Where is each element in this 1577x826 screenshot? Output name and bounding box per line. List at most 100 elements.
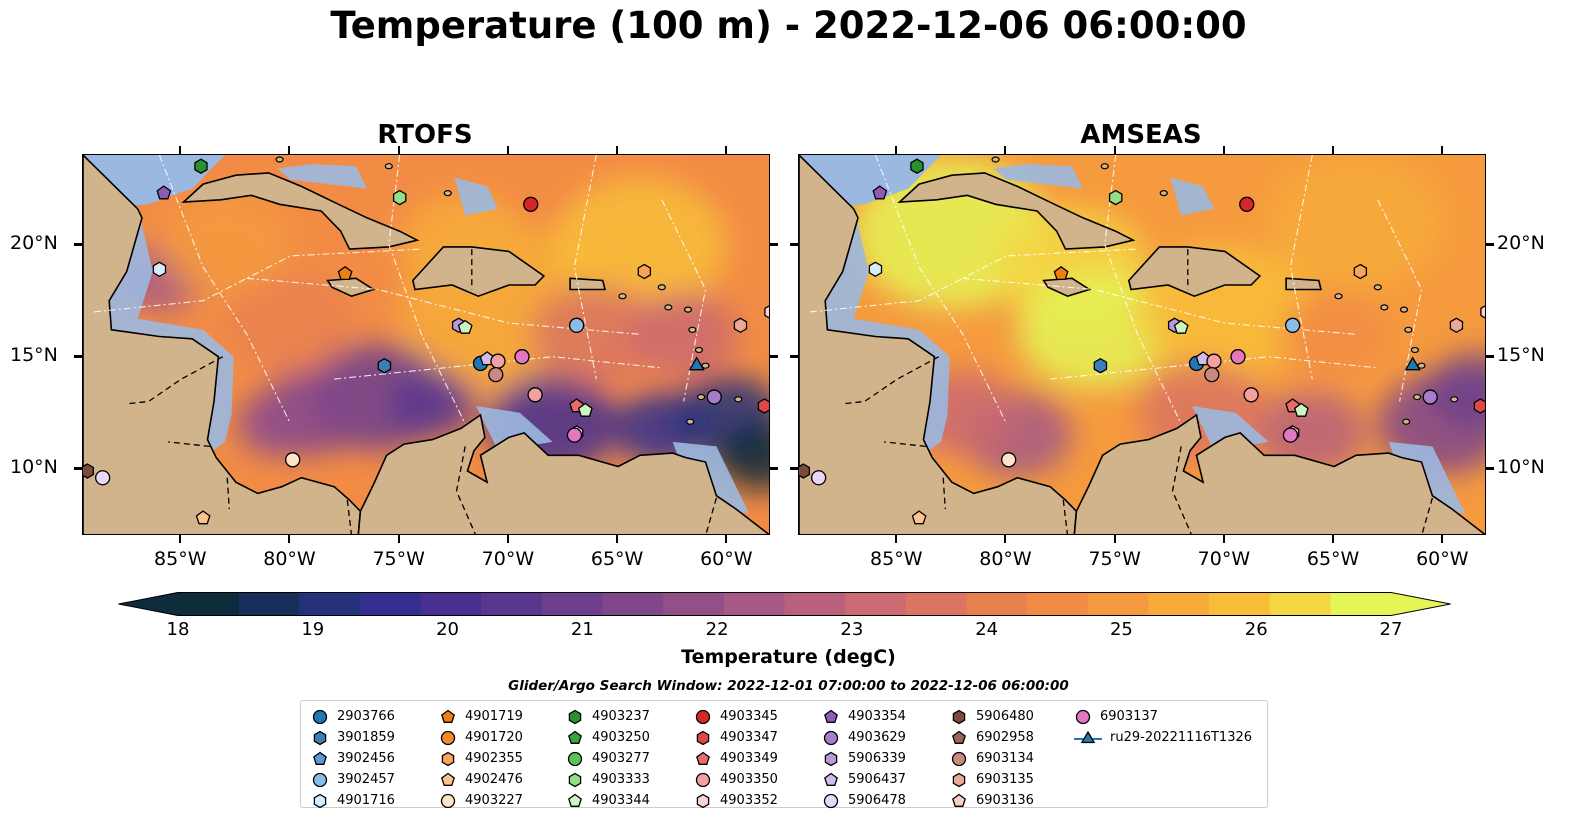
colorbar-min-extend (118, 592, 178, 616)
float-4903344 (577, 402, 593, 417)
eez-boundary (1050, 356, 1378, 380)
amseas-lon-tick-mark (1332, 535, 1335, 543)
eez-boundary (661, 199, 707, 402)
rtofs-lon-tick-mark (616, 146, 619, 154)
float-3902457 (1284, 317, 1301, 333)
rtofs-lon-tick-mark (506, 535, 509, 543)
pentagon-marker-icon (568, 730, 582, 744)
rtofs-lon-tick-label: 75°W (372, 548, 425, 570)
colorbar-segment (602, 592, 664, 616)
circle-marker-icon (440, 730, 456, 745)
amseas-map[interactable] (798, 154, 1486, 535)
float-3902457 (568, 317, 585, 333)
legend-label: 4903352 (720, 793, 778, 808)
colorbar-segment (905, 592, 968, 616)
figure-title: Temperature (100 m) - 2022-12-06 06:00:0… (330, 4, 1247, 47)
land-centralAmerica (799, 155, 1078, 534)
rtofs-lon-tick-label: 80°W (263, 548, 316, 570)
float-6903137 (514, 349, 530, 365)
legend-label: 6903134 (976, 751, 1034, 766)
colorbar-tick-label: 26 (1244, 619, 1268, 640)
amseas-lon-tick-mark (1441, 535, 1444, 543)
float-4901719 (1053, 266, 1069, 281)
amseas-lon-tick-mark (1222, 146, 1225, 154)
island (694, 346, 704, 354)
legend-entry: 4903345 (694, 706, 778, 727)
legend-label: 4903629 (848, 730, 906, 745)
colorbar-tick-label: 24 (975, 619, 999, 640)
legend-column: 6903137 ru29-20221116T1326 (1074, 706, 1252, 748)
land-hispaniola (411, 246, 546, 298)
amseas-lon-tick-mark (1222, 535, 1225, 543)
land-southAmerica (357, 413, 769, 534)
colorbar-tick-label: 25 (1109, 619, 1133, 640)
legend-label: 4903277 (592, 751, 650, 766)
legend-entry: 4903347 (694, 727, 778, 748)
land-centralAmerica (83, 155, 362, 534)
rtofs-lat-tick-mark (74, 242, 82, 246)
legend-column: 4903354 4903629 5906339 5906437 5906478 (822, 706, 906, 811)
rtofs-lon-tick-mark (397, 146, 400, 154)
rtofs-lon-tick-mark (179, 146, 182, 154)
legend-label: 6902958 (976, 730, 1034, 745)
glider-ru29-20221116T1326 (688, 356, 705, 371)
pentagon-marker-icon (441, 709, 455, 723)
float-4902476 (911, 510, 927, 525)
legend-entry: 5906339 (822, 748, 906, 769)
land-jamaica (326, 277, 376, 298)
legend-label: 4903250 (592, 730, 650, 745)
island (1404, 326, 1413, 333)
legend-label: 6903136 (976, 793, 1034, 808)
legend-entry: 6903134 (950, 748, 1034, 769)
island (1402, 418, 1411, 425)
temperature-pattern (115, 177, 769, 492)
hexagon-marker-icon (568, 772, 582, 787)
island (1399, 306, 1409, 313)
island (1410, 346, 1420, 354)
country-border (942, 477, 946, 510)
country-border (1171, 446, 1192, 534)
float-4903333 (1108, 189, 1123, 206)
colorbar-segment (238, 592, 300, 616)
panel-title-rtofs: RTOFS (377, 120, 473, 150)
colorbar-tick-label: 27 (1379, 619, 1403, 640)
float-4903344 (1293, 402, 1309, 417)
legend-entry: 4901719 (439, 706, 523, 727)
pentagon-marker-icon (313, 751, 327, 765)
float-3901859 (377, 357, 392, 374)
colorbar-segment (966, 592, 1028, 616)
search-window-text: Glider/Argo Search Window: 2022-12-01 07… (508, 678, 1069, 694)
legend-label: 4903354 (848, 709, 906, 724)
eez-boundary (334, 356, 662, 380)
legend-entry: 4902355 (439, 748, 523, 769)
legend-label: 3901859 (337, 730, 395, 745)
legend-label: 6903135 (976, 772, 1034, 787)
float-6903135 (1449, 317, 1464, 334)
legend-label: 3902456 (337, 751, 395, 766)
float-4903227 (1001, 452, 1017, 468)
legend-entry: 4903350 (694, 769, 778, 790)
colorbar-tick-label: 20 (436, 619, 459, 640)
country-border (705, 497, 718, 534)
rtofs-lat-tick-mark (74, 354, 82, 358)
legend-entry: ru29-20221116T1326 (1074, 727, 1252, 748)
island (688, 326, 697, 333)
colorbar-segment (420, 592, 482, 616)
eez-boundary (874, 155, 1007, 425)
float-4903350 (490, 353, 506, 369)
country-border (842, 356, 940, 405)
shelf-area (277, 164, 367, 189)
hexagon-marker-icon (568, 709, 582, 724)
legend-label: 4901720 (465, 730, 523, 745)
legend-entry: 4903237 (566, 706, 650, 727)
rtofs-lat-tick-label: 10°N (10, 455, 58, 478)
float-4903629 (706, 389, 722, 405)
shelf-area (993, 164, 1083, 189)
float-4902355 (637, 263, 652, 280)
rtofs-map[interactable] (82, 154, 770, 535)
colorbar-segment (1269, 592, 1331, 616)
land-jamaica (1042, 277, 1092, 298)
rtofs-lon-tick-mark (725, 535, 728, 543)
colorbar-segment (1209, 592, 1271, 616)
legend-label: 5906480 (976, 709, 1034, 724)
